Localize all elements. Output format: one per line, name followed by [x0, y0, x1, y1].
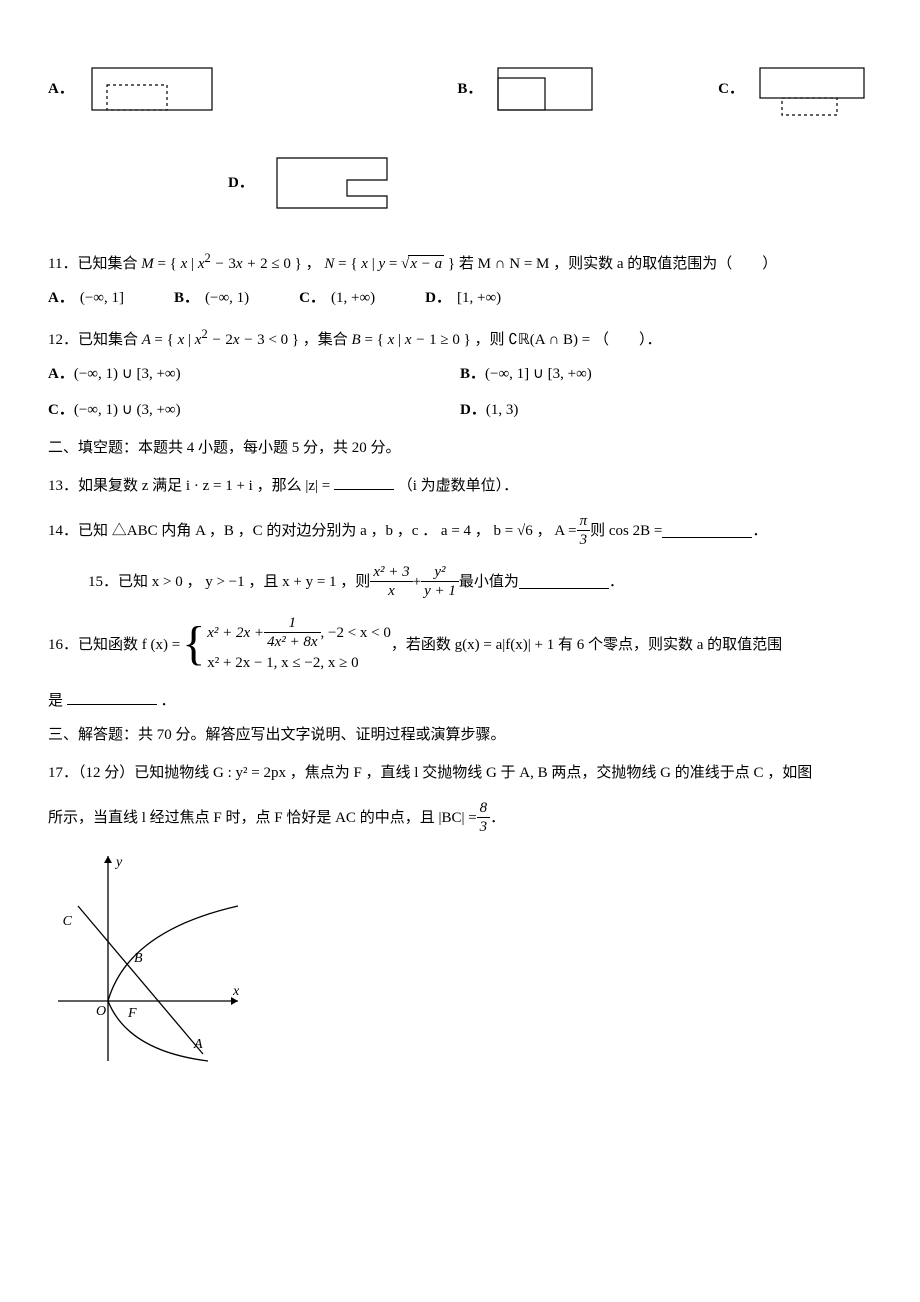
- svg-text:A: A: [193, 1037, 203, 1052]
- q16-line2: 是 ．: [48, 689, 872, 713]
- svg-text:C: C: [63, 914, 73, 929]
- q11-choices: A．(−∞, 1] B．(−∞, 1) C．(1, +∞) D．[1, +∞): [48, 286, 872, 310]
- q11-choice-b[interactable]: B．(−∞, 1): [174, 286, 249, 310]
- q15-mid: 最小值为: [459, 570, 519, 594]
- q15-frac1: x² + 3 x: [370, 563, 412, 600]
- q11-prefix: 11．已知集合: [48, 256, 141, 272]
- q16-piece1-frac: 1 4x² + 8x: [264, 614, 320, 651]
- q14-blank[interactable]: [662, 523, 752, 538]
- q17-suffix: ．: [490, 806, 505, 830]
- q11-choice-c[interactable]: C．(1, +∞): [299, 286, 375, 310]
- svg-text:y: y: [114, 855, 123, 870]
- q10-label-a: A．: [48, 77, 74, 101]
- svg-text:F: F: [127, 1006, 137, 1021]
- q15-blank[interactable]: [519, 574, 609, 589]
- q16: 16．已知函数 f (x) = { x² + 2x + 1 4x² + 8x ,…: [48, 614, 872, 675]
- q14-prefix: 14．已知 △ABC 内角 A ，B ，C 的对边分别为 a ，b ，c ． a…: [48, 519, 577, 543]
- section-2-header: 二、填空题：本题共 4 小题，每小题 5 分，共 20 分。: [48, 436, 872, 460]
- q10-label-b: B．: [457, 77, 482, 101]
- q14-mid: 则 cos 2B =: [590, 519, 662, 543]
- q16-line2-text: 是: [48, 693, 63, 709]
- q14-frac-pi3: π 3: [577, 512, 591, 549]
- q13-prefix: 13．如果复数 z 满足 i · z = 1 + i ，那么 |z| =: [48, 478, 334, 494]
- q10-shape-a: [82, 60, 222, 118]
- q11-cond: 若 M ∩ N = M ，则实数 a 的取值范围为（ ）: [459, 256, 777, 272]
- q10-label-d: D．: [228, 171, 254, 195]
- q12-choices: A．(−∞, 1) ∪ [3, +∞) B．(−∞, 1] ∪ [3, +∞) …: [48, 362, 872, 422]
- q12-mid: ，集合: [303, 332, 352, 348]
- q15-prefix: 15．已知 x > 0 ， y > −1 ，且 x + y = 1 ，则: [88, 570, 370, 594]
- q11-stem: 11．已知集合 M = { x | x2 − 3x + 2 ≤ 0 } ， N …: [48, 248, 872, 276]
- q12-stem: 12．已知集合 A = { x | x2 − 2x − 3 < 0 } ，集合 …: [48, 324, 872, 352]
- q17-line2-prefix: 所示，当直线 l 经过焦点 F 时，点 F 恰好是 AC 的中点，且 |BC| …: [48, 806, 477, 830]
- q11-choice-a[interactable]: A．(−∞, 1]: [48, 286, 124, 310]
- section-3-header: 三、解答题：共 70 分。解答应写出文字说明、证明过程或演算步骤。: [48, 723, 872, 747]
- q10-row-d: D．: [48, 148, 872, 218]
- q16-piece1-text: x² + 2x +: [207, 621, 264, 645]
- q10-row-abc: A． B． C．: [48, 60, 872, 118]
- q16-mid: ，若函数 g(x) = a|f(x)| + 1 有 6 个零点，则实数 a 的取…: [391, 633, 782, 657]
- svg-text:B: B: [134, 951, 143, 966]
- q17-frac: 8 3: [477, 799, 491, 836]
- q17-diagram: x y O C B F A: [48, 846, 248, 1066]
- q12-prefix: 12．已知集合: [48, 332, 142, 348]
- q15: 15．已知 x > 0 ， y > −1 ，且 x + y = 1 ，则 x² …: [48, 563, 872, 600]
- q12-choice-d[interactable]: D．(1, 3): [460, 398, 872, 422]
- q13-suffix: （i 为虚数单位）．: [398, 478, 518, 494]
- q16-blank[interactable]: [67, 690, 157, 705]
- q12-choice-a[interactable]: A．(−∞, 1) ∪ [3, +∞): [48, 362, 460, 386]
- q12-choice-b[interactable]: B．(−∞, 1] ∪ [3, +∞): [460, 362, 872, 386]
- q16-piece1-cond: , −2 < x < 0: [321, 621, 391, 645]
- q15-suffix: ．: [609, 570, 624, 594]
- q16-prefix: 16．已知函数 f (x) =: [48, 633, 180, 657]
- q13: 13．如果复数 z 满足 i · z = 1 + i ，那么 |z| = （i …: [48, 474, 872, 498]
- q10-shape-b: [490, 60, 600, 118]
- q15-frac2: y² y + 1: [421, 563, 459, 600]
- svg-text:O: O: [96, 1004, 106, 1019]
- q11-choice-d[interactable]: D．[1, +∞): [425, 286, 501, 310]
- q14-suffix: ．: [752, 519, 767, 543]
- q14: 14．已知 △ABC 内角 A ，B ，C 的对边分别为 a ，b ，c ． a…: [48, 512, 872, 549]
- q17-line2: 所示，当直线 l 经过焦点 F 时，点 F 恰好是 AC 的中点，且 |BC| …: [48, 799, 872, 836]
- q10-shape-d: [262, 148, 402, 218]
- q10-shape-c: [752, 60, 872, 118]
- q10-label-c: C．: [718, 77, 744, 101]
- q15-plus: +: [413, 570, 421, 594]
- q11-mid: ，: [306, 256, 325, 272]
- q13-blank[interactable]: [334, 475, 394, 490]
- q12-cond: ，则 ∁ℝ(A ∩ B) = （ ）．: [475, 332, 662, 348]
- svg-text:x: x: [232, 984, 240, 999]
- q16-piece2: x² + 2x − 1, x ≤ −2, x ≥ 0: [207, 651, 391, 675]
- q12-choice-c[interactable]: C．(−∞, 1) ∪ (3, +∞): [48, 398, 460, 422]
- q17-line1: 17．（12 分）已知抛物线 G : y² = 2px ，焦点为 F ，直线 l…: [48, 761, 872, 785]
- q16-suffix: ．: [161, 693, 176, 709]
